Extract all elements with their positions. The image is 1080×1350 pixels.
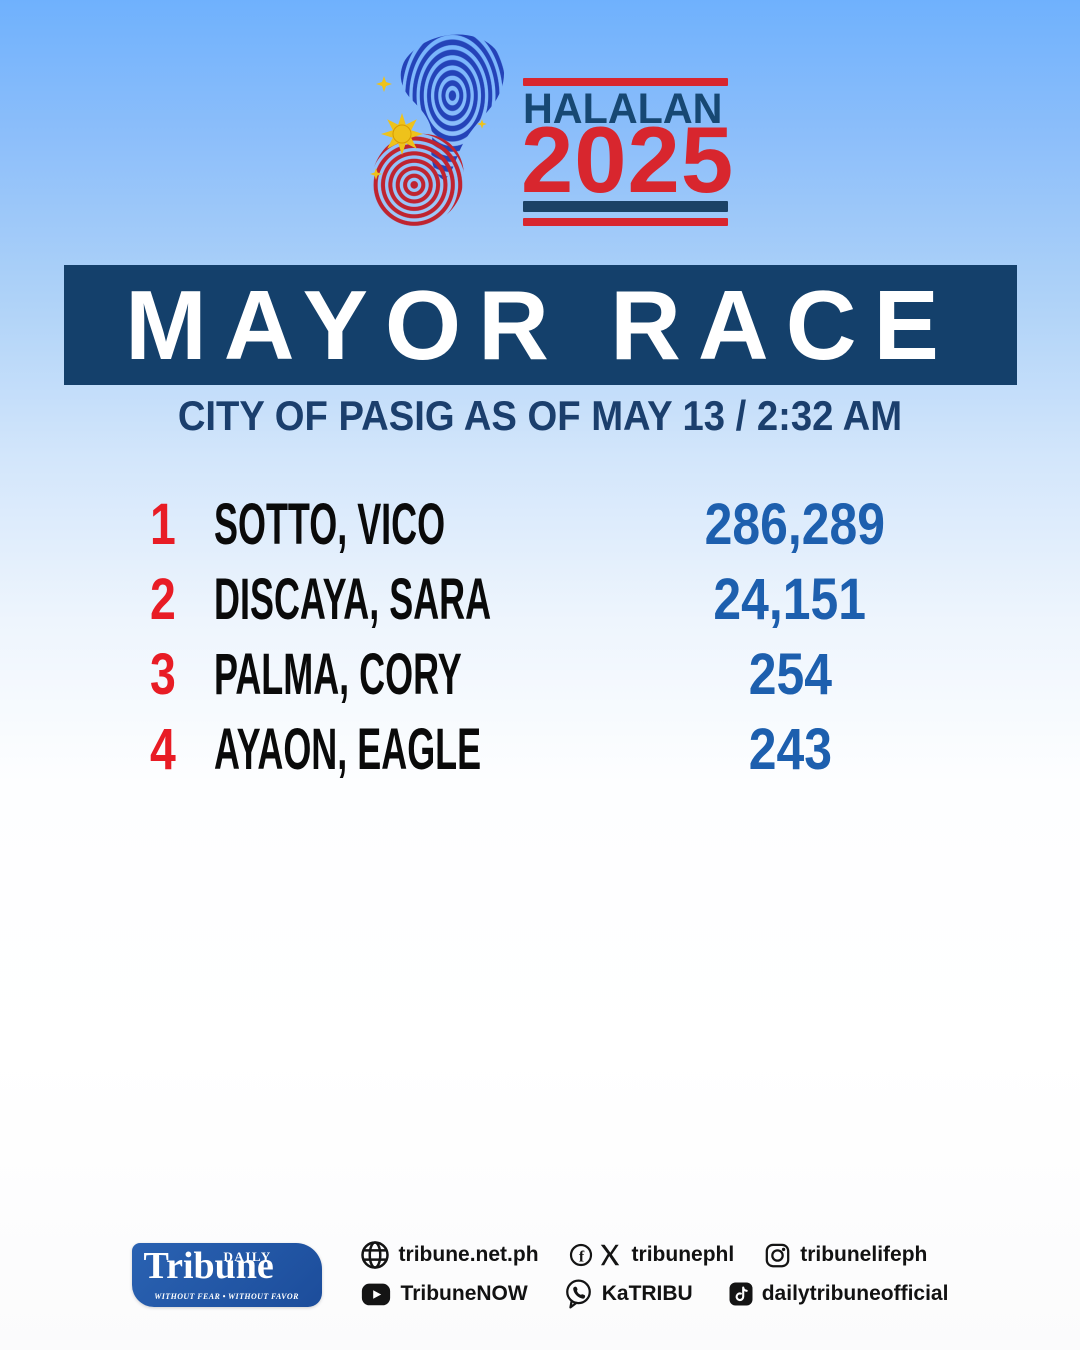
viber-icon — [564, 1279, 593, 1309]
subtitle-wrap: CITY OF PASIG AS OF MAY 13 / 2:32 AM — [0, 392, 1080, 440]
fingerprint-sun-icon — [370, 34, 505, 227]
navy-bar — [523, 201, 728, 212]
philippine-sun-icon — [381, 113, 423, 155]
tribune-tagline: WITHOUT FEAR • WITHOUT FAVOR — [154, 1291, 299, 1301]
rank-number: 4 — [150, 717, 176, 782]
social-handle: TribuneNOW — [400, 1282, 528, 1305]
rank-number: 1 — [150, 492, 176, 557]
vote-count: 243 — [748, 717, 832, 782]
table-row: 2 DISCAYA, SARA 24,151 — [150, 562, 890, 637]
race-banner: MAYOR RACE — [64, 265, 1017, 385]
social-row: tribune.net.ph f — [360, 1240, 927, 1270]
social-links: tribune.net.ph f — [360, 1240, 949, 1309]
tribune-wordmark: Tribune — [143, 1244, 274, 1287]
vote-count: 286,289 — [704, 492, 885, 557]
youtube-link[interactable]: TribuneNOW — [360, 1280, 528, 1308]
location-timestamp: CITY OF PASIG AS OF MAY 13 / 2:32 AM — [177, 392, 903, 439]
facebook-x-link[interactable]: f tribunephl — [569, 1242, 735, 1268]
social-handle: KaTRIBU — [601, 1282, 693, 1305]
rank-number: 3 — [150, 642, 176, 707]
tiktok-icon — [729, 1282, 753, 1306]
svg-text:f: f — [578, 1249, 584, 1266]
table-row: 3 PALMA, CORY 254 — [150, 637, 890, 712]
race-title: MAYOR RACE — [125, 269, 956, 380]
vote-count: 24,151 — [713, 567, 867, 632]
instagram-icon — [764, 1242, 791, 1269]
red-bar-bottom — [523, 218, 728, 226]
website-link[interactable]: tribune.net.ph — [360, 1240, 539, 1270]
social-row: TribuneNOW KaTRIBU — [360, 1279, 949, 1309]
vote-count: 254 — [748, 642, 832, 707]
tiktok-link[interactable]: dailytribuneofficial — [729, 1282, 949, 1306]
halalan-title: HALALAN — [523, 85, 723, 133]
x-icon — [597, 1242, 623, 1268]
instagram-link[interactable]: tribunelifeph — [764, 1242, 927, 1269]
social-handle: tribunelifeph — [800, 1243, 928, 1266]
halalan-wordmark: HALALAN 2025 — [521, 24, 735, 239]
halalan-year: 2025 — [521, 107, 735, 212]
sparkle-icon — [370, 168, 382, 180]
sparkle-icon — [477, 119, 487, 129]
social-handle: dailytribuneofficial — [761, 1282, 949, 1305]
candidate-name: SOTTO, VICO — [214, 492, 446, 557]
candidate-name: AYAON, EAGLE — [214, 717, 482, 782]
table-row: 1 SOTTO, VICO 286,289 — [150, 487, 890, 562]
candidate-name: DISCAYA, SARA — [214, 567, 492, 632]
daily-label: DAILY — [223, 1248, 272, 1264]
social-handle: tribunephl — [631, 1243, 735, 1266]
viber-link[interactable]: KaTRIBU — [564, 1279, 693, 1309]
footer: Tribune DAILY WITHOUT FEAR • WITHOUT FAV… — [0, 1240, 1080, 1309]
rank-number: 2 — [150, 567, 176, 632]
youtube-icon — [360, 1280, 392, 1308]
globe-icon — [360, 1240, 390, 1270]
daily-tribune-logo: Tribune DAILY WITHOUT FEAR • WITHOUT FAV… — [131, 1242, 322, 1307]
facebook-icon: f — [569, 1242, 593, 1268]
candidate-name: PALMA, CORY — [214, 642, 462, 707]
sparkle-icon — [376, 76, 392, 92]
halalan-logo: HALALAN 2025 — [0, 24, 1080, 239]
table-row: 4 AYAON, EAGLE 243 — [150, 712, 890, 787]
social-handle: tribune.net.ph — [398, 1243, 539, 1266]
red-bar-top — [523, 78, 728, 86]
facebook-x-icons: f — [569, 1242, 623, 1268]
results-table: 1 SOTTO, VICO 286,289 2 DISCAYA, SARA 24… — [150, 487, 890, 787]
